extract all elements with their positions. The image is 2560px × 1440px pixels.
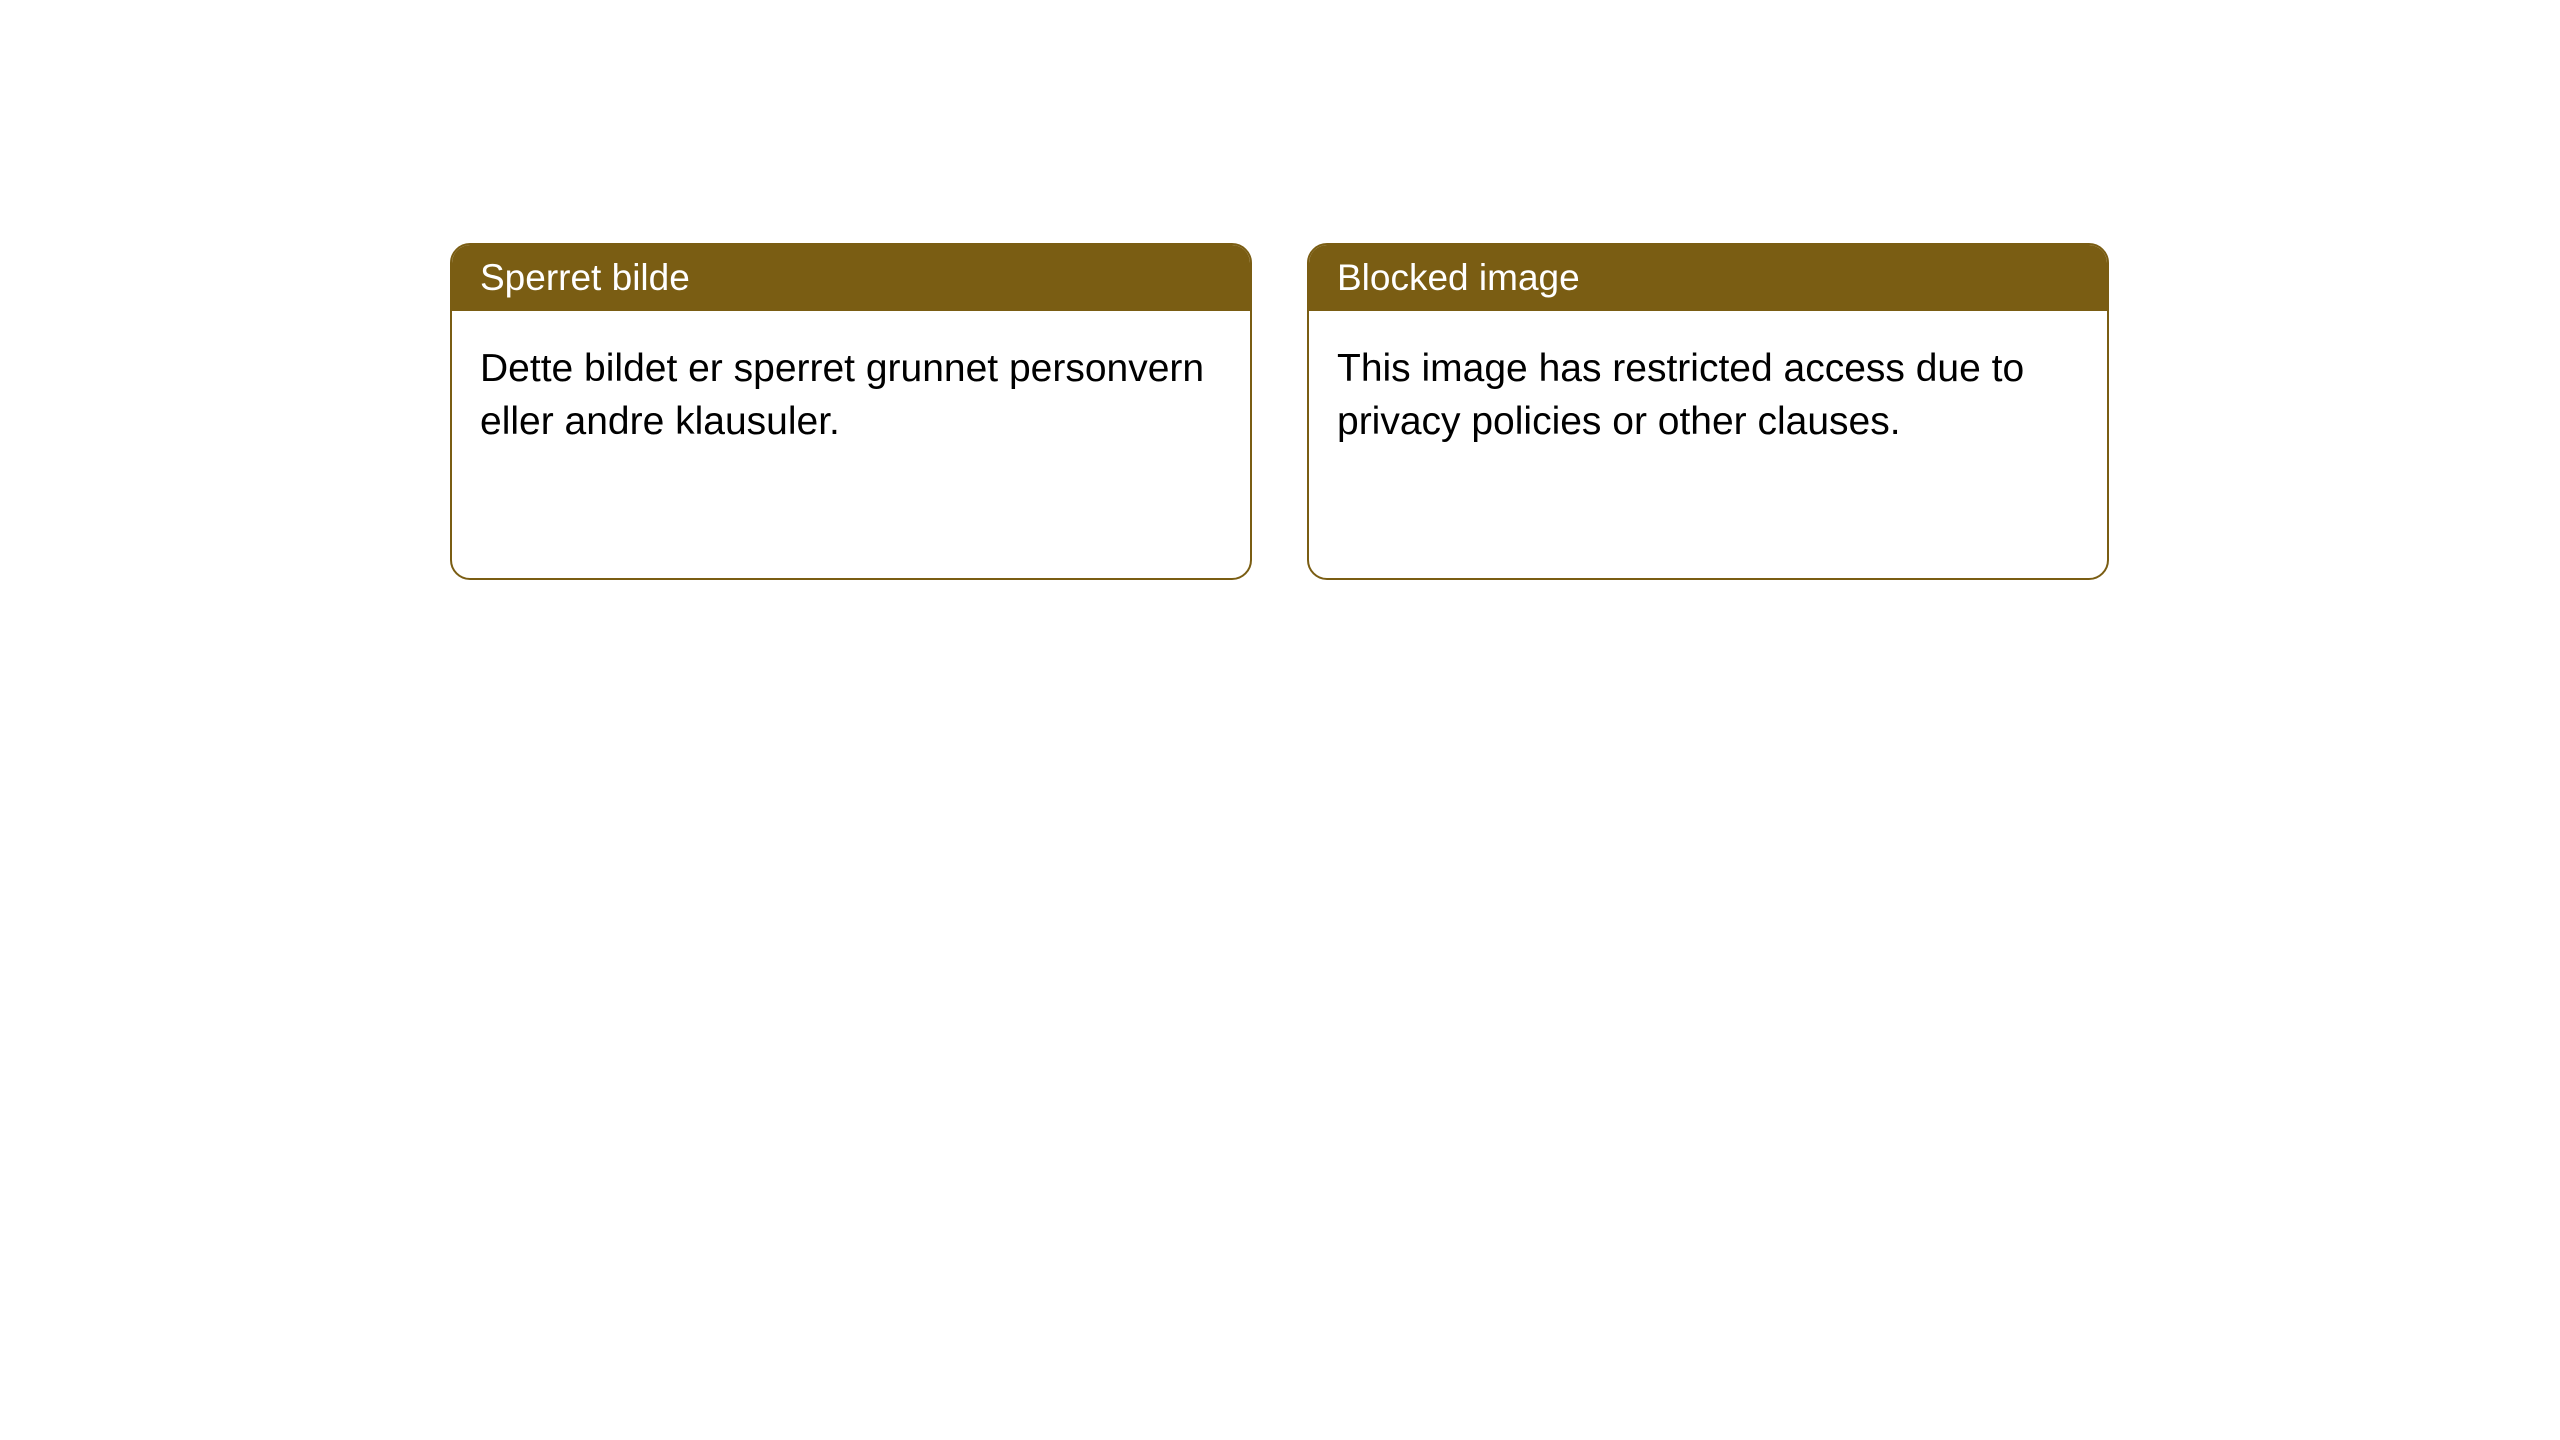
notice-text-english: This image has restricted access due to … — [1337, 347, 2024, 443]
notice-container: Sperret bilde Dette bildet er sperret gr… — [450, 243, 2109, 580]
notice-title-norwegian: Sperret bilde — [480, 257, 690, 298]
notice-body-english: This image has restricted access due to … — [1309, 311, 2107, 480]
notice-text-norwegian: Dette bildet er sperret grunnet personve… — [480, 347, 1204, 443]
notice-body-norwegian: Dette bildet er sperret grunnet personve… — [452, 311, 1250, 480]
notice-card-english: Blocked image This image has restricted … — [1307, 243, 2109, 580]
notice-card-norwegian: Sperret bilde Dette bildet er sperret gr… — [450, 243, 1252, 580]
notice-title-english: Blocked image — [1337, 257, 1580, 298]
notice-header-english: Blocked image — [1309, 245, 2107, 311]
notice-header-norwegian: Sperret bilde — [452, 245, 1250, 311]
